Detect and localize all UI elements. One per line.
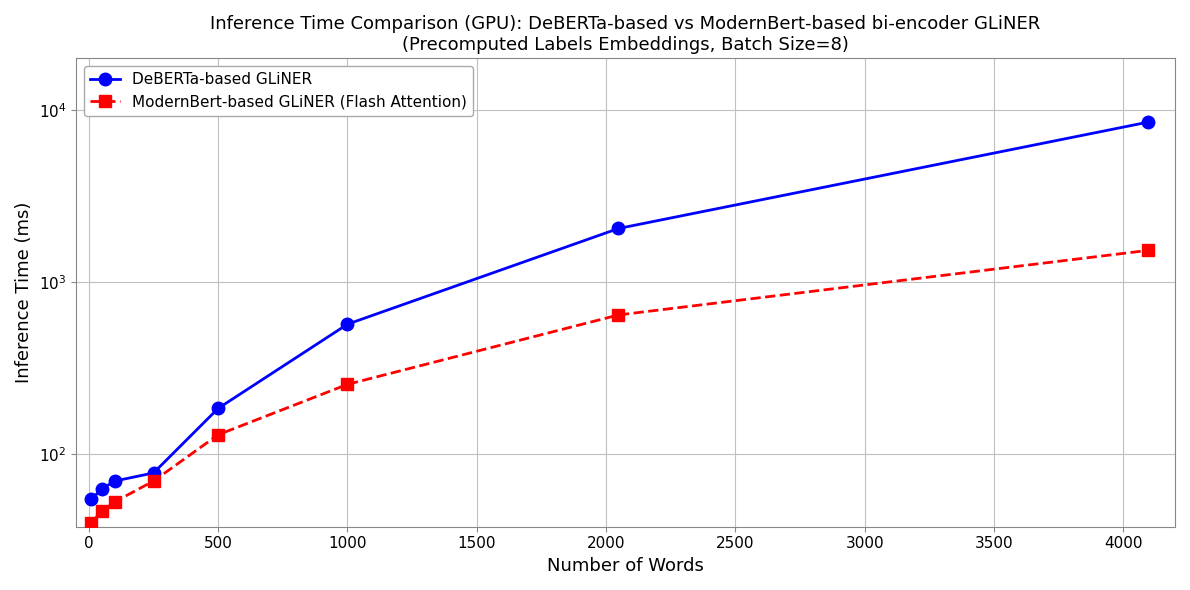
X-axis label: Number of Words: Number of Words: [547, 557, 704, 575]
ModernBert-based GLiNER (Flash Attention): [612, 312, 626, 319]
DeBERTa-based GLiNER: [107, 477, 121, 484]
Line: DeBERTa-based GLiNER: DeBERTa-based GLiNER: [86, 116, 1154, 505]
Title: Inference Time Comparison (GPU): DeBERTa-based vs ModernBert-based bi-encoder GL: Inference Time Comparison (GPU): DeBERTa…: [211, 15, 1040, 54]
DeBERTa-based GLiNER: [1141, 119, 1155, 126]
Y-axis label: Inference Time (ms): Inference Time (ms): [15, 202, 33, 383]
DeBERTa-based GLiNER: [211, 405, 225, 412]
DeBERTa-based GLiNER: [340, 320, 355, 327]
DeBERTa-based GLiNER: [612, 225, 626, 232]
ModernBert-based GLiNER (Flash Attention): [1141, 247, 1155, 254]
Line: ModernBert-based GLiNER (Flash Attention): ModernBert-based GLiNER (Flash Attention…: [86, 244, 1154, 529]
Legend: DeBERTa-based GLiNER, ModernBert-based GLiNER (Flash Attention): DeBERTa-based GLiNER, ModernBert-based G…: [83, 65, 474, 116]
DeBERTa-based GLiNER: [146, 470, 161, 477]
ModernBert-based GLiNER (Flash Attention): [211, 431, 225, 438]
ModernBert-based GLiNER (Flash Attention): [340, 381, 355, 388]
ModernBert-based GLiNER (Flash Attention): [84, 519, 99, 526]
DeBERTa-based GLiNER: [95, 486, 109, 493]
ModernBert-based GLiNER (Flash Attention): [107, 499, 121, 506]
ModernBert-based GLiNER (Flash Attention): [146, 477, 161, 484]
ModernBert-based GLiNER (Flash Attention): [95, 507, 109, 514]
DeBERTa-based GLiNER: [84, 496, 99, 503]
